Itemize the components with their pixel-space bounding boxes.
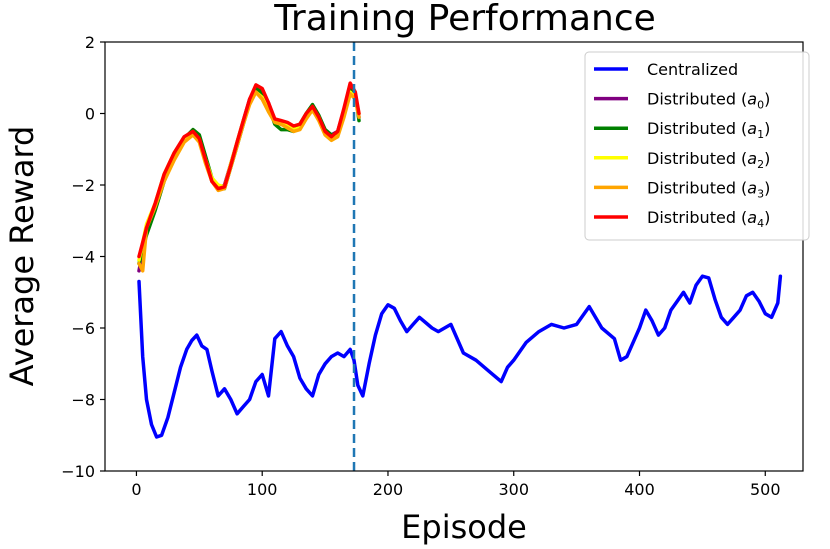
y-tick-label: −8 bbox=[71, 391, 95, 410]
legend-label-4: Distributed (a3) bbox=[647, 178, 770, 200]
y-tick-label: −4 bbox=[71, 248, 95, 267]
x-tick-label: 400 bbox=[624, 480, 655, 499]
y-axis-label: Average Reward bbox=[3, 126, 41, 387]
x-axis-label: Episode bbox=[401, 508, 527, 546]
series-line-0 bbox=[137, 274, 783, 439]
x-tick-label: 200 bbox=[373, 480, 404, 499]
axes: 0 100 200 300 400 500 −10 −8 −6 −4 −2 0 2 bbox=[61, 33, 804, 499]
y-tick-label: −2 bbox=[71, 176, 95, 195]
series-line-4 bbox=[137, 90, 361, 273]
x-tick-label: 100 bbox=[247, 480, 278, 499]
legend-label-0: Centralized bbox=[647, 60, 738, 79]
legend-label-1: Distributed (a0) bbox=[647, 90, 770, 112]
series-line-5 bbox=[137, 81, 361, 259]
y-tick-label: 2 bbox=[85, 33, 95, 52]
y-tick-label: −10 bbox=[61, 462, 95, 481]
y-tick-label: 0 bbox=[85, 105, 95, 124]
series-line-1 bbox=[137, 86, 361, 273]
legend-label-5: Distributed (a4) bbox=[647, 208, 770, 230]
y-tick-label: −6 bbox=[71, 319, 95, 338]
chart-title: Training Performance bbox=[273, 0, 656, 39]
series-line-2 bbox=[137, 84, 361, 266]
x-tick-label: 300 bbox=[498, 480, 529, 499]
plot-area bbox=[137, 42, 783, 471]
series-line-3 bbox=[137, 90, 361, 262]
legend: Centralized Distributed (a0) Distributed (… bbox=[584, 51, 810, 241]
x-tick-label: 500 bbox=[750, 480, 781, 499]
legend-box bbox=[584, 51, 810, 241]
legend-label-2: Distributed (a1) bbox=[647, 119, 770, 141]
legend-label-3: Distributed (a2) bbox=[647, 149, 770, 171]
x-tick-label: 0 bbox=[131, 480, 141, 499]
